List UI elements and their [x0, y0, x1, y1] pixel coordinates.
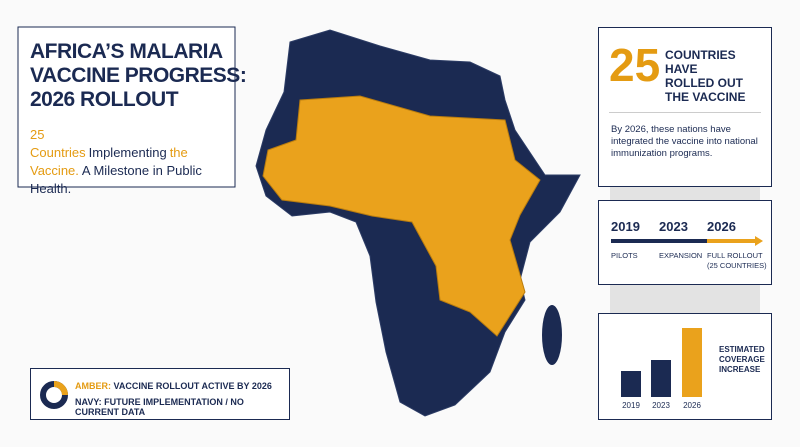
legend-key: AMBER:: [75, 381, 111, 391]
coverage-chart: ESTIMATED COVERAGE INCREASE 2019 2023 2026: [621, 328, 765, 410]
coverage-year: 2023: [652, 401, 670, 410]
timeline-year: 2019: [611, 219, 640, 234]
coverage-bar: [621, 371, 641, 397]
stat-label-line: THE VACCINE: [665, 90, 746, 104]
legend-icon: [40, 381, 68, 409]
title-line: VACCINE PROGRESS:: [30, 64, 247, 87]
coverage-label: ESTIMATED COVERAGE INCREASE: [719, 345, 765, 374]
title-block: AFRICA’S MALARIA VACCINE PROGRESS: 2026 RO…: [30, 40, 247, 198]
stat-panel: 25 COUNTRIES HAVE ROLLED OUT THE VACCINE B…: [598, 27, 772, 187]
timeline-label: PILOTS: [611, 251, 638, 260]
timeline-year: 2023: [659, 219, 688, 234]
subtitle-part: Implementing: [88, 145, 167, 160]
coverage-bar: [682, 328, 702, 397]
subtitle-part: the Vaccine.: [30, 145, 188, 178]
subtitle: 25 Countries Implementing the Vaccine. A Mi…: [30, 126, 205, 198]
stat-label-line: ROLLED OUT: [665, 76, 743, 90]
timeline-label: EXPANSION: [659, 251, 702, 260]
stat-label-line: COUNTRIES HAVE: [665, 48, 736, 76]
timeline-label: FULL ROLLOUT (25 COUNTRIES): [707, 251, 767, 270]
timeline: 2019 PILOTS 2023 EXPANSION 2026 FULL ROLLOUT(…: [611, 219, 767, 270]
title: AFRICA’S MALARIA VACCINE PROGRESS: 2026 RO…: [30, 40, 247, 112]
timeline-panel: 2019 PILOTS 2023 EXPANSION 2026 FULL ROLLOUT(…: [598, 200, 772, 285]
subtitle-part: A Milestone in Public Health.: [30, 163, 202, 196]
coverage-panel: ESTIMATED COVERAGE INCREASE 2019 2023 2026: [598, 313, 772, 420]
madagascar: [542, 305, 562, 365]
stat-description: By 2026, these nations have integrated t…: [611, 124, 758, 159]
legend: AMBER: VACCINE ROLLOUT ACTIVE BY 2026 NA…: [30, 368, 290, 420]
coverage-year: 2026: [683, 401, 701, 410]
title-line: AFRICA’S MALARIA: [30, 40, 223, 63]
africa-amber: [262, 95, 541, 337]
legend-navy: NAVY: FUTURE IMPLEMENTATION / NO CURRENT…: [75, 397, 244, 417]
stat-label: COUNTRIES HAVE ROLLED OUT THE VACCINE: [665, 48, 771, 104]
coverage-bar: [651, 360, 671, 397]
subtitle-part: 25 Countries: [30, 127, 86, 160]
title-box: [17, 26, 236, 188]
coverage-year: 2019: [622, 401, 640, 410]
stat-number: 25: [609, 39, 661, 91]
title-line: 2026 ROLLOUT: [30, 88, 179, 111]
legend-amber: VACCINE ROLLOUT ACTIVE BY 2026: [113, 381, 272, 391]
timeline-year: 2026: [707, 219, 736, 234]
